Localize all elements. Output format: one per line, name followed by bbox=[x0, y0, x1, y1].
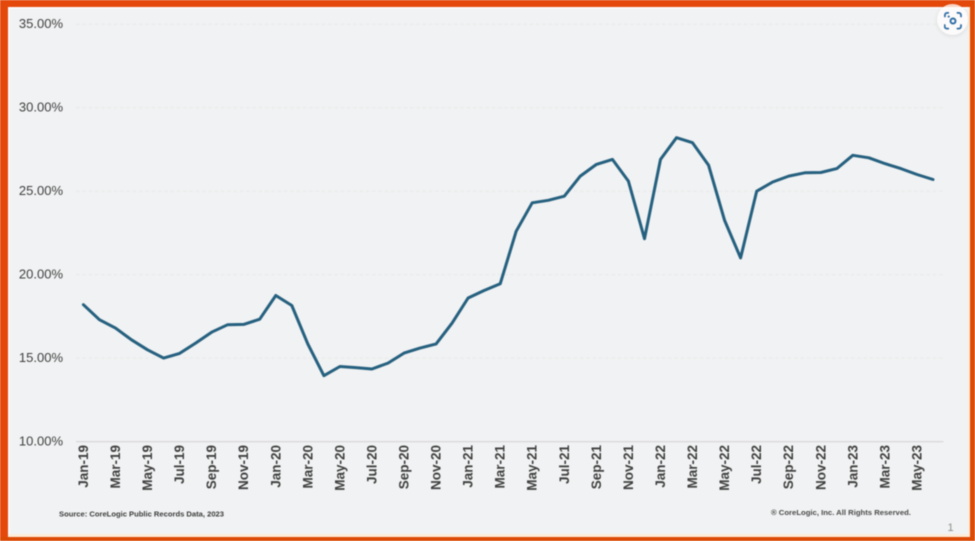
svg-text:Nov-19: Nov-19 bbox=[236, 445, 251, 490]
svg-text:20.00%: 20.00% bbox=[19, 267, 64, 282]
svg-text:® CoreLogic, Inc. All Rights R: ® CoreLogic, Inc. All Rights Reserved. bbox=[771, 508, 911, 517]
svg-text:Nov-21: Nov-21 bbox=[621, 445, 636, 491]
svg-text:Sep-19: Sep-19 bbox=[204, 445, 219, 489]
svg-text:Jan-19: Jan-19 bbox=[76, 445, 91, 488]
svg-text:Mar-22: Mar-22 bbox=[685, 445, 700, 489]
svg-text:30.00%: 30.00% bbox=[19, 100, 64, 115]
svg-text:May-20: May-20 bbox=[332, 445, 347, 491]
svg-text:May-21: May-21 bbox=[525, 445, 540, 491]
svg-text:Nov-20: Nov-20 bbox=[429, 445, 444, 490]
svg-text:Nov-22: Nov-22 bbox=[813, 445, 828, 490]
svg-text:Jul-19: Jul-19 bbox=[172, 445, 187, 484]
svg-text:Jul-22: Jul-22 bbox=[749, 445, 764, 484]
svg-text:1: 1 bbox=[948, 522, 954, 534]
svg-text:Mar-19: Mar-19 bbox=[108, 445, 123, 489]
svg-text:10.00%: 10.00% bbox=[19, 434, 64, 449]
svg-text:15.00%: 15.00% bbox=[19, 350, 64, 365]
svg-text:35.00%: 35.00% bbox=[19, 16, 64, 31]
svg-text:Jan-20: Jan-20 bbox=[268, 445, 283, 488]
svg-text:Source: CoreLogic Public Recor: Source: CoreLogic Public Records Data, 2… bbox=[59, 510, 224, 519]
svg-text:Jan-23: Jan-23 bbox=[845, 445, 860, 488]
svg-text:25.00%: 25.00% bbox=[19, 183, 64, 198]
svg-text:Jan-22: Jan-22 bbox=[653, 445, 668, 488]
svg-text:Jan-21: Jan-21 bbox=[461, 445, 476, 488]
svg-text:May-22: May-22 bbox=[717, 445, 732, 491]
svg-text:Sep-20: Sep-20 bbox=[397, 445, 412, 489]
svg-text:May-19: May-19 bbox=[140, 445, 155, 491]
svg-text:Mar-21: Mar-21 bbox=[493, 445, 508, 489]
svg-text:Mar-20: Mar-20 bbox=[300, 445, 315, 489]
svg-text:Sep-21: Sep-21 bbox=[589, 445, 604, 490]
svg-text:May-23: May-23 bbox=[910, 445, 925, 491]
svg-text:Mar-23: Mar-23 bbox=[877, 445, 892, 489]
svg-text:Jul-20: Jul-20 bbox=[364, 445, 379, 484]
svg-text:Jul-21: Jul-21 bbox=[557, 445, 572, 485]
svg-text:Sep-22: Sep-22 bbox=[781, 445, 796, 489]
